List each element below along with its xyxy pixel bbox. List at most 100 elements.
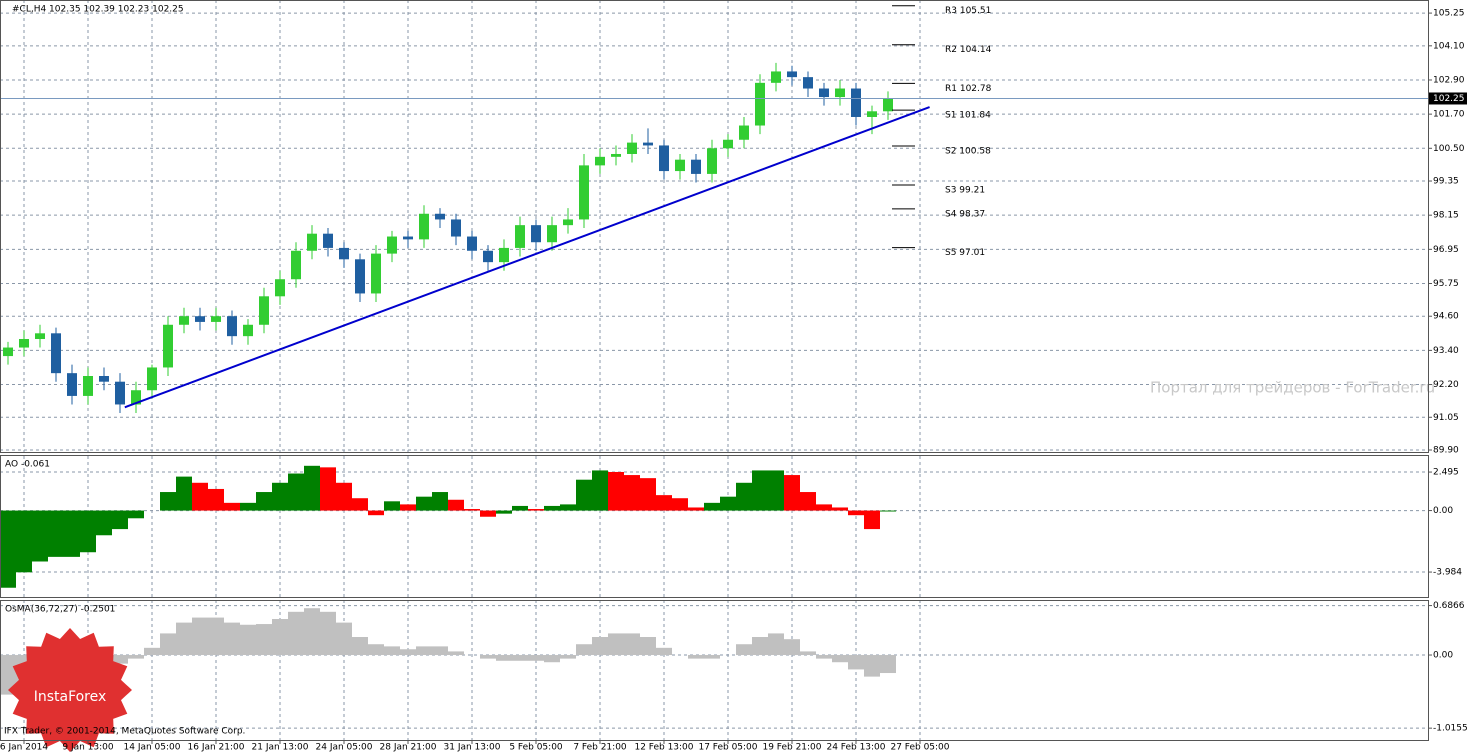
- histogram-bar: [368, 644, 384, 656]
- histogram-bar: [272, 619, 288, 656]
- x-tick-label: 6 Jan 2014: [0, 743, 48, 753]
- histogram-bar: [336, 482, 352, 511]
- histogram-bar: [528, 509, 544, 511]
- histogram-bar: [512, 505, 528, 511]
- histogram-bar: [656, 495, 672, 511]
- histogram-bar: [608, 471, 624, 511]
- histogram-bar: [384, 501, 400, 511]
- histogram-bar: [256, 624, 272, 656]
- candle-body: [435, 213, 445, 220]
- y-tick-label: -3.984: [1433, 568, 1462, 578]
- histogram-bar: [384, 646, 400, 656]
- histogram-bar: [0, 510, 16, 588]
- histogram-bar: [416, 496, 432, 511]
- candle-body: [147, 367, 157, 391]
- histogram-bar: [320, 467, 336, 511]
- histogram-bar: [176, 622, 192, 656]
- y-tick-label: 96.95: [1433, 245, 1459, 255]
- histogram-bar: [160, 492, 176, 511]
- histogram-bar: [272, 482, 288, 511]
- logo-badge: [8, 628, 132, 752]
- histogram-bar: [592, 637, 608, 656]
- histogram-bar: [544, 505, 560, 511]
- histogram-bar: [640, 637, 656, 656]
- candle-body: [211, 316, 221, 322]
- histogram-bar: [208, 617, 224, 656]
- histogram-bar: [176, 476, 192, 511]
- histogram-bar: [496, 655, 512, 661]
- histogram-bar: [704, 502, 720, 511]
- candle-body: [3, 347, 13, 357]
- histogram-bar: [416, 646, 432, 656]
- candle-body: [403, 236, 413, 240]
- candle-body: [547, 225, 557, 243]
- histogram-bar: [208, 488, 224, 511]
- histogram-bar: [448, 499, 464, 511]
- histogram-bar: [656, 647, 672, 656]
- histogram-bar: [240, 624, 256, 656]
- histogram-bar: [816, 655, 832, 659]
- histogram-bar: [864, 655, 880, 677]
- x-tick-label: 14 Jan 05:00: [124, 743, 181, 753]
- histogram-bar: [768, 470, 784, 511]
- pivot-label: S3 99.21: [945, 186, 985, 196]
- candle-body: [787, 71, 797, 78]
- histogram-bar: [704, 655, 720, 659]
- candle-body: [499, 247, 509, 263]
- histogram-bar: [688, 507, 704, 511]
- candle-body: [563, 219, 573, 226]
- x-tick-label: 27 Feb 05:00: [890, 743, 949, 753]
- y-tick-label: 94.60: [1433, 312, 1459, 322]
- candle-body: [179, 316, 189, 325]
- candle-body: [131, 390, 141, 405]
- candle-body: [883, 98, 893, 112]
- candle-body: [419, 213, 429, 240]
- x-tick-label: 16 Jan 21:00: [188, 743, 245, 753]
- histogram-bar: [432, 646, 448, 656]
- candle-body: [531, 225, 541, 243]
- pivot-label: S2 100.58: [945, 147, 991, 157]
- histogram-bar: [544, 655, 560, 663]
- histogram-bar: [224, 502, 240, 511]
- y-tick-label: 0.00: [1433, 651, 1453, 661]
- histogram-bar: [560, 655, 576, 659]
- histogram-bar: [160, 633, 176, 656]
- x-tick-label: 17 Feb 05:00: [698, 743, 757, 753]
- panel-frame: [0, 455, 1429, 598]
- candle-body: [339, 247, 349, 260]
- grid-layer: [0, 0, 1428, 740]
- candle-body: [819, 88, 829, 98]
- histogram-bar: [608, 633, 624, 656]
- y-tick-label: 95.75: [1433, 279, 1459, 289]
- histogram-bar: [848, 510, 864, 516]
- candle-body: [755, 82, 765, 126]
- x-tick-label: 7 Feb 21:00: [573, 743, 627, 753]
- histogram-bar: [80, 510, 96, 553]
- histogram-bar: [832, 655, 848, 663]
- y-tick-label: 100.50: [1433, 144, 1465, 154]
- marks-layer: [0, 5, 1428, 695]
- candle-body: [643, 142, 653, 146]
- histogram-bar: [720, 496, 736, 511]
- histogram-bar: [624, 475, 640, 511]
- histogram-bar: [480, 510, 496, 517]
- candle-body: [371, 253, 381, 294]
- x-tick-label: 24 Jan 05:00: [316, 743, 373, 753]
- panel-frame: [0, 0, 1429, 453]
- histogram-bar: [752, 637, 768, 656]
- histogram-bar: [224, 622, 240, 656]
- pivot-label: S1 101.84: [945, 111, 991, 121]
- histogram-bar: [816, 504, 832, 511]
- histogram-bar: [480, 655, 496, 659]
- histogram-bar: [112, 510, 128, 530]
- histogram-bar: [304, 608, 320, 656]
- histogram-bar: [512, 655, 528, 661]
- histogram-bar: [560, 504, 576, 511]
- candle-body: [851, 88, 861, 117]
- histogram-bar: [864, 510, 880, 530]
- histogram-bar: [128, 655, 144, 659]
- candle-body: [163, 324, 173, 368]
- panel-title: #CL,H4 102.35 102.39 102.23 102.25: [12, 5, 184, 15]
- histogram-bar: [304, 465, 320, 511]
- candle-body: [723, 139, 733, 149]
